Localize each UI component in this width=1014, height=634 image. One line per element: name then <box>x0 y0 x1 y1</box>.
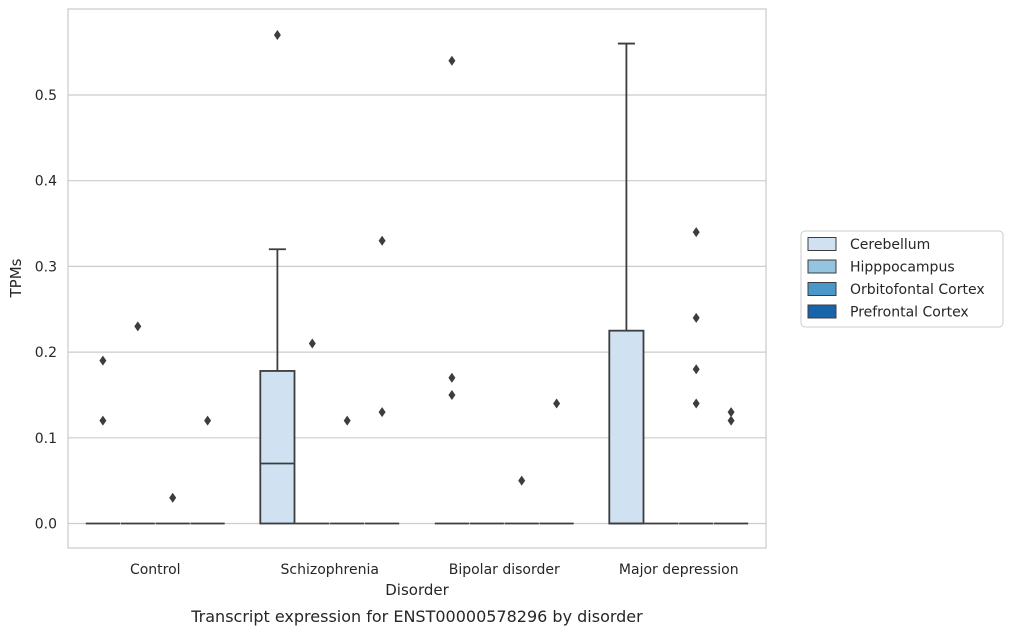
x-axis-label: Disorder <box>385 581 449 599</box>
legend-swatch <box>807 237 837 251</box>
box-cerebellum <box>259 30 296 525</box>
box-prefrontal-cortex <box>190 415 225 525</box>
chart-caption: Transcript expression for ENST0000057829… <box>190 607 643 626</box>
outlier-point <box>204 415 212 426</box>
box-prefrontal-cortex <box>539 398 574 525</box>
box-orbitofontal-cortex <box>504 475 539 525</box>
legend-swatch <box>807 282 837 296</box>
x-tick-label: Bipolar disorder <box>449 562 560 578</box>
legend-swatch <box>807 259 837 274</box>
legend-frame <box>800 230 1004 328</box>
y-tick-label: 0.2 <box>35 345 57 361</box>
outlier-point <box>378 235 386 246</box>
x-tick-label: Major depression <box>619 562 739 578</box>
plot-marks <box>85 30 749 525</box>
y-gridlines <box>68 94 766 525</box>
box-body <box>608 329 645 525</box>
y-tick-label: 0.5 <box>35 88 57 104</box>
y-tick-labels: 0.0 0.1 0.2 0.3 0.4 0.5 <box>35 88 57 533</box>
outlier-point <box>553 398 561 409</box>
outlier-point <box>692 312 700 323</box>
y-tick-label: 0.0 <box>35 517 57 533</box>
box-cerebellum <box>85 355 121 525</box>
outlier-point <box>343 415 351 426</box>
outlier-point <box>692 364 700 375</box>
legend-label: Prefrontal Cortex <box>850 305 969 321</box>
outlier-point <box>518 475 526 486</box>
box-hipppocampus <box>295 338 330 525</box>
box-orbitofontal-cortex <box>330 415 365 525</box>
box-prefrontal-cortex <box>364 235 400 525</box>
plot-frame <box>67 8 767 549</box>
legend-label: Hipppocampus <box>850 260 955 276</box>
x-tick-labels: Control Schizophrenia Bipolar disorder Majo… <box>130 562 739 578</box>
outlier-point <box>308 338 316 349</box>
outlier-point <box>727 415 735 426</box>
legend-label: Orbitofontal Cortex <box>850 282 985 298</box>
x-tick-label: Control <box>130 562 181 578</box>
y-tick-label: 0.4 <box>35 174 57 190</box>
box-body <box>259 370 296 525</box>
legend-label: Cerebellum <box>850 237 930 253</box>
box-prefrontal-cortex <box>713 407 749 525</box>
box-hipppocampus <box>120 321 155 525</box>
outlier-point <box>134 321 142 332</box>
outlier-point <box>448 55 456 66</box>
outlier-point <box>692 398 700 409</box>
outlier-point <box>169 492 177 503</box>
box-orbitofontal-cortex <box>679 227 714 525</box>
outlier-point <box>99 415 107 426</box>
outlier-point <box>273 30 281 41</box>
box-orbitofontal-cortex <box>155 492 190 525</box>
outlier-point <box>99 355 107 366</box>
y-axis-label: TPMs <box>7 258 25 298</box>
outlier-point <box>448 389 456 400</box>
outlier-point <box>727 407 735 418</box>
legend: Cerebellum Hipppocampus Orbitofontal Corte… <box>800 230 1004 328</box>
box-cerebellum <box>434 55 470 525</box>
legend-swatch <box>807 304 837 319</box>
x-tick-label: Schizophrenia <box>281 562 379 578</box>
outlier-point <box>448 372 456 383</box>
outlier-point <box>378 407 386 418</box>
y-tick-label: 0.1 <box>35 431 57 447</box>
box-cerebellum <box>608 42 645 525</box>
y-tick-label: 0.3 <box>35 259 57 275</box>
outlier-point <box>692 227 700 238</box>
